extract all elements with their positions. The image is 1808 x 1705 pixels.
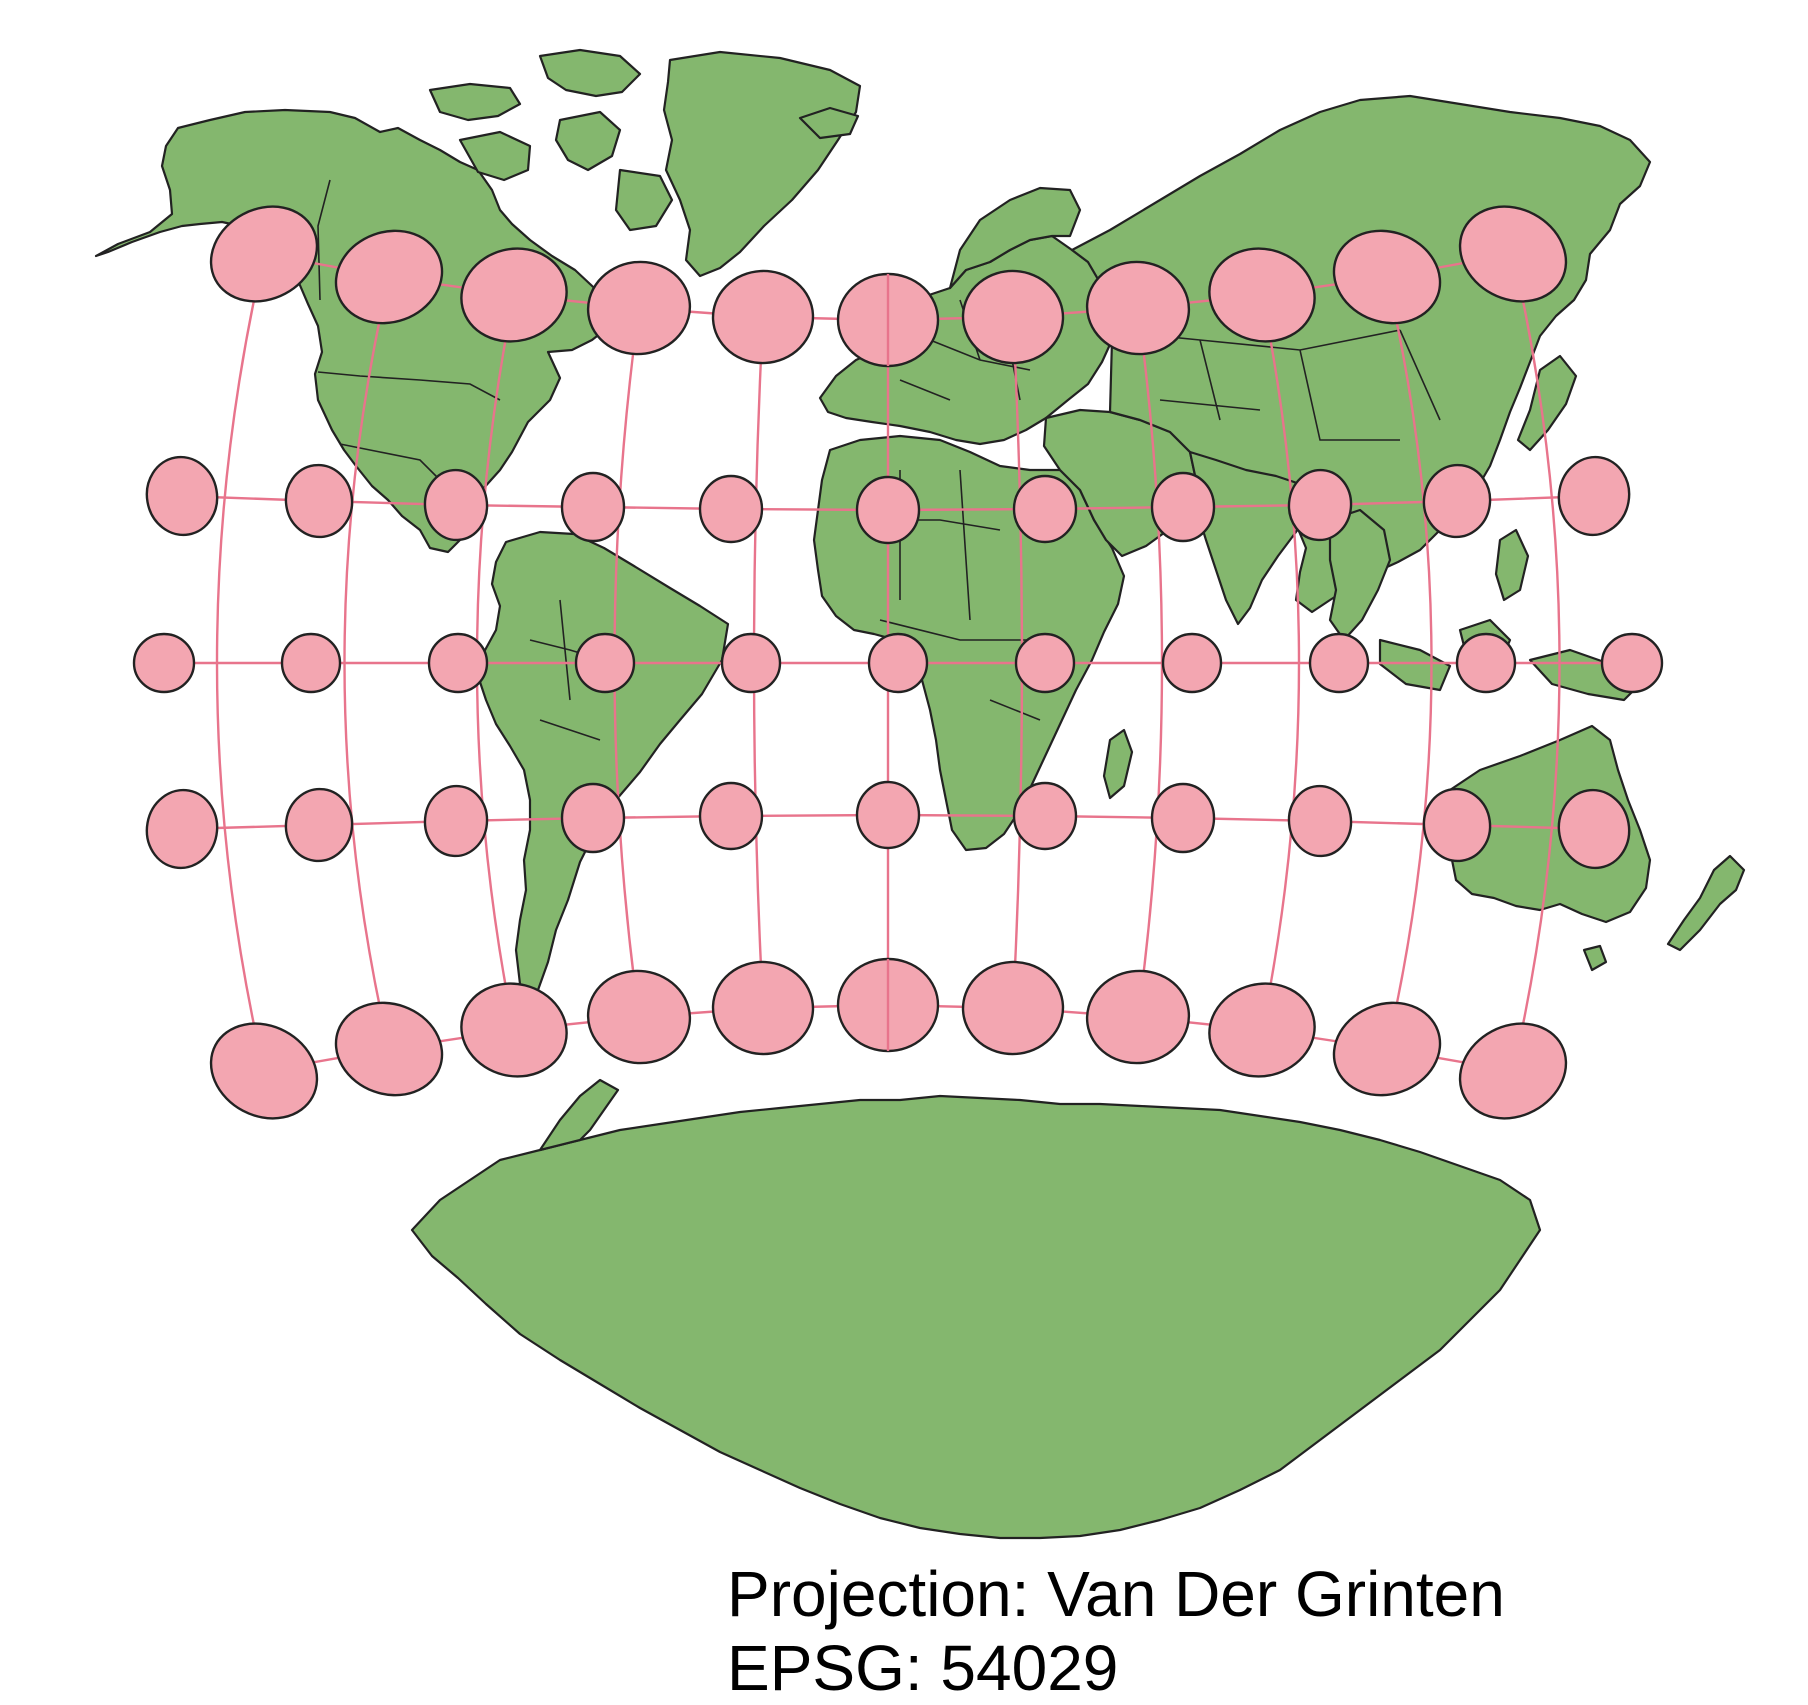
tissot-indicatrix (720, 632, 782, 694)
tissot-indicatrix (1422, 463, 1492, 539)
greenland-landmass (662, 50, 862, 278)
border-alaska-canada (317, 179, 331, 301)
australia-landmass (1444, 724, 1652, 924)
tissot-indicatrix (586, 260, 692, 356)
tissot-indicatrices (132, 205, 1664, 1120)
meridian-line (343, 276, 391, 1050)
tissot-indicatrix (334, 1001, 444, 1097)
tissot-indicatrix (574, 632, 636, 694)
south-america-landmass (476, 530, 730, 1004)
tissot-indicatrix (460, 982, 568, 1078)
madagascar (1102, 728, 1134, 800)
tissot-indicatrix (711, 269, 815, 365)
tissot-indicatrix (1458, 1022, 1568, 1120)
tissot-indicatrix (1308, 632, 1370, 694)
tissot-indicatrix (1208, 982, 1316, 1078)
tissot-indicatrix (145, 455, 219, 537)
projection-caption: Projection: Van Der Grinten (727, 1558, 1505, 1630)
tissot-indicatrix (284, 787, 354, 863)
japan (1516, 354, 1578, 452)
arctic-island (538, 48, 642, 98)
tissot-indicatrix (284, 463, 354, 539)
north-america-landmass (94, 108, 617, 554)
tissot-indicatrix (334, 229, 444, 325)
meridian-line (215, 253, 266, 1072)
iceland (798, 106, 860, 140)
arctic-island (614, 168, 674, 232)
tissot-indicatrix (586, 969, 692, 1065)
tissot-indicatrix (1332, 229, 1442, 325)
arctic-island (554, 110, 622, 172)
border-usa-mexico (339, 443, 441, 481)
tissot-indicatrix (698, 781, 764, 851)
tissot-indicatrix (280, 632, 342, 694)
tissot-indicatrix (1422, 787, 1492, 863)
southeast-asia-landmass (1328, 508, 1392, 642)
tissot-indicatrix (1455, 632, 1517, 694)
tissot-indicatrix (1012, 781, 1078, 851)
epsg-caption: EPSG: 54029 (727, 1632, 1119, 1704)
tissot-indicatrix (209, 1022, 319, 1120)
tissot-indicatrix (1208, 247, 1316, 343)
arctic-island (458, 130, 532, 182)
tissot-indicatrix (961, 269, 1065, 365)
tissot-indicatrix (1458, 205, 1568, 303)
tissot-indicatrix (423, 468, 489, 542)
tissot-indicatrix (855, 475, 921, 545)
arctic-island (428, 82, 522, 122)
antarctic-peninsula (538, 1078, 620, 1152)
tissot-indicatrix (1161, 632, 1223, 694)
tissot-indicatrix (1085, 969, 1191, 1065)
tissot-indicatrix (209, 205, 319, 303)
tissot-indicatrix (1150, 782, 1216, 854)
new-zealand (1666, 854, 1746, 952)
antarctica-landmass (410, 1094, 1542, 1540)
tissot-indicatrix (427, 632, 489, 694)
tissot-indicatrix (560, 782, 626, 854)
scandinavia-landmass (948, 186, 1082, 290)
tissot-indicatrix (1085, 260, 1191, 356)
indonesia-island (1378, 638, 1452, 692)
tasmania (1582, 944, 1608, 972)
tissot-indicatrix (867, 632, 929, 694)
tissot-indicatrix (1150, 471, 1216, 543)
border-canada-usa (317, 371, 501, 401)
tissot-indicatrix (460, 247, 568, 343)
tissot-indicatrix (1012, 474, 1078, 544)
tissot-indicatrix (1014, 632, 1076, 694)
meridian-line (1511, 253, 1561, 1072)
tissot-indicatrix (423, 784, 489, 858)
tissot-indicatrix (132, 632, 196, 694)
meridian-line (1260, 294, 1301, 1031)
tissot-indicatrix (1557, 788, 1631, 870)
tissot-indicatrix (1287, 468, 1353, 542)
border-asia (1099, 329, 1441, 441)
tissot-indicatrix (961, 960, 1065, 1056)
tissot-indicatrix (560, 471, 626, 543)
tissot-indicatrix (145, 788, 219, 870)
tissot-indicatrix (711, 960, 815, 1056)
tissot-indicatrix (855, 780, 921, 850)
tissot-indicatrix (1287, 784, 1353, 858)
meridian-line (1385, 276, 1433, 1050)
tissot-indicatrix (1600, 632, 1664, 694)
tissot-indicatrix (1557, 455, 1631, 537)
philippines (1494, 528, 1530, 602)
tissot-indicatrix (1332, 1001, 1442, 1097)
tissot-indicatrix (698, 474, 764, 544)
